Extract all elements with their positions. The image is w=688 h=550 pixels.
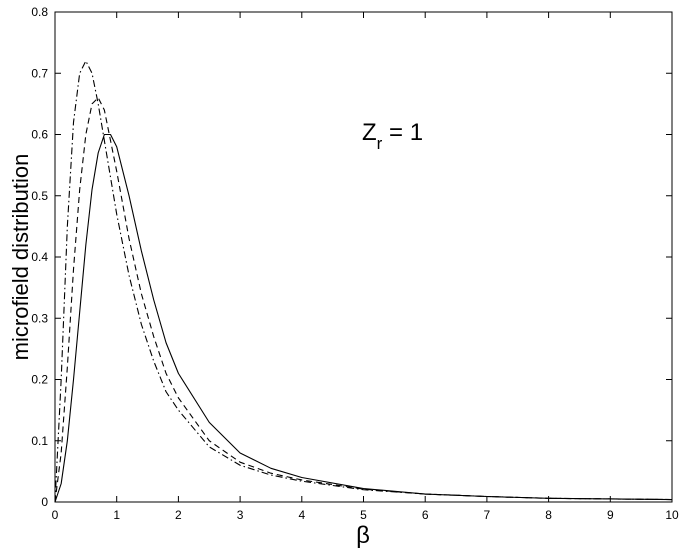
annotation-rest: = 1: [382, 119, 423, 146]
x-tick-label: 2: [175, 508, 182, 522]
y-tick-label: 0.7: [31, 66, 48, 80]
y-axis-label: microfield distribution: [8, 154, 33, 361]
x-tick-label: 4: [298, 508, 305, 522]
annotation-subscript: r: [377, 134, 383, 153]
y-tick-label: 0.8: [31, 5, 48, 19]
x-tick-label: 0: [52, 508, 59, 522]
x-tick-label: 7: [484, 508, 491, 522]
y-tick-label: 0.1: [31, 434, 48, 448]
y-tick-label: 0.4: [31, 250, 48, 264]
x-tick-label: 9: [607, 508, 614, 522]
x-tick-label: 3: [237, 508, 244, 522]
y-tick-label: 0.5: [31, 189, 48, 203]
y-tick-label: 0.3: [31, 311, 48, 325]
x-axis-label: β: [356, 522, 370, 549]
series-line: [54, 133, 673, 503]
y-tick-label: 0: [41, 495, 48, 509]
x-tick-label: 8: [545, 508, 552, 522]
plot-frame: [54, 11, 673, 503]
x-tick-label: 1: [113, 508, 120, 522]
series-line: [54, 97, 673, 503]
annotation-main: Z: [362, 119, 377, 146]
annotation: Zr = 1: [362, 119, 423, 153]
y-tick-label: 0.6: [31, 128, 48, 142]
x-tick-label: 10: [665, 508, 679, 522]
y-tick-label: 0.2: [31, 373, 48, 387]
x-tick-label: 6: [422, 508, 429, 522]
x-tick-label: 5: [360, 508, 367, 522]
series-line: [54, 60, 673, 503]
